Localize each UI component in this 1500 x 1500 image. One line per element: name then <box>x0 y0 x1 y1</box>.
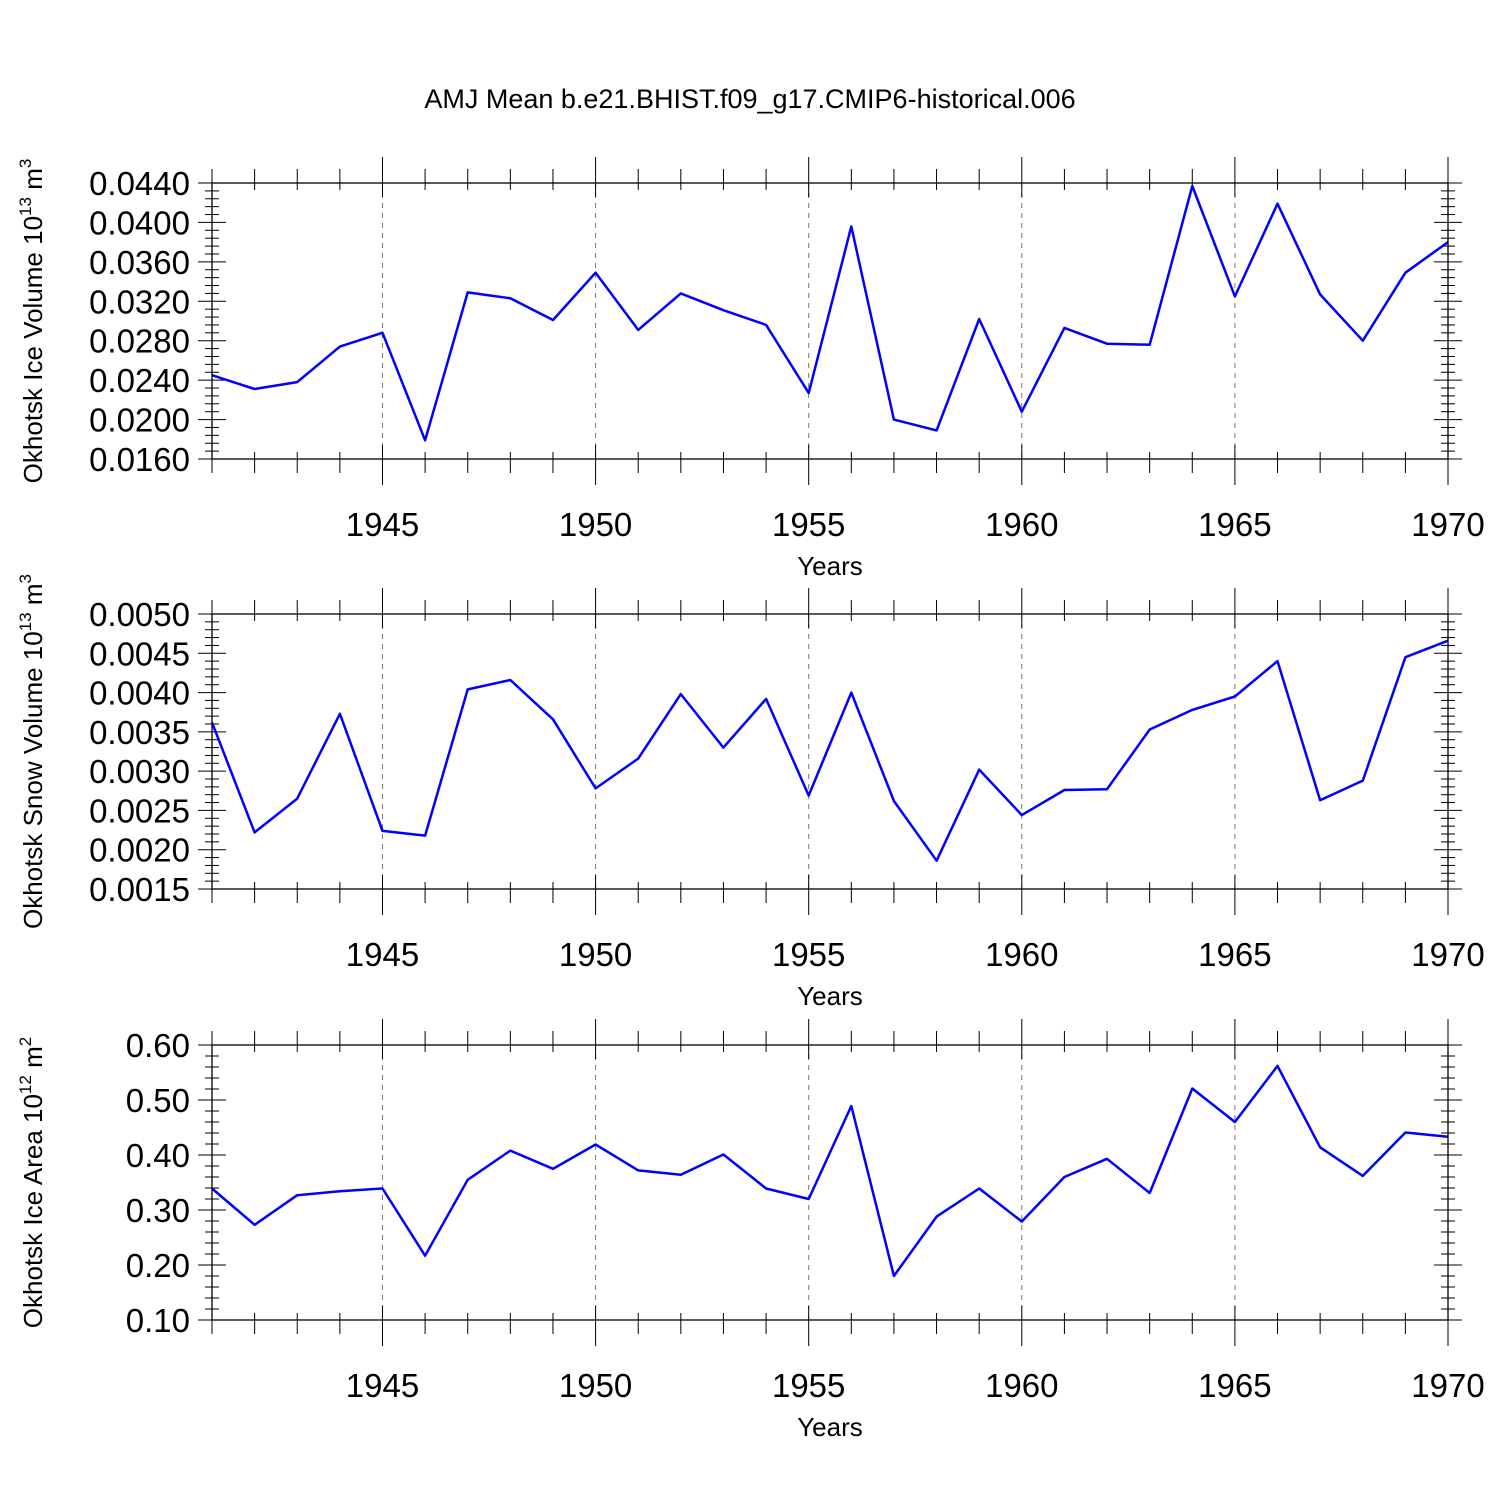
y-tick-label: 0.0040 <box>89 675 190 712</box>
panel-3: 0.10 0.20 0.30 0.40 0.50 0.60 1945 1950 1955 1960… <box>16 1019 1485 1442</box>
x-tick-label: 1970 <box>1411 1367 1484 1404</box>
series-line <box>210 639 1449 862</box>
y-axis-title-exponent: 13 <box>16 197 35 216</box>
y-axis-title-exponent: 12 <box>16 1075 35 1094</box>
y-axis-title-unit-exponent: 3 <box>16 574 35 583</box>
x-tick-label: 1960 <box>985 936 1058 973</box>
figure-title: AMJ Mean b.e21.BHIST.f09_g17.CMIP6-histo… <box>424 84 1075 114</box>
x-axis-title: Years <box>797 1412 863 1442</box>
y-tick-label: 0.0020 <box>89 832 190 869</box>
y-axis-title: Okhotsk Snow Volume 1013 m3 <box>16 574 48 929</box>
panel-1: 0.01600.02000.02400.02800.03200.03600.04… <box>16 157 1485 581</box>
x-tick-label: 1970 <box>1411 936 1484 973</box>
x-tick-label: 1950 <box>559 1367 632 1404</box>
y-axis-title-unit: m <box>18 1046 48 1075</box>
y-tick-label: 0.20 <box>126 1247 190 1284</box>
x-tick-label: 1955 <box>772 506 845 543</box>
y-tick-label: 0.0320 <box>89 283 190 320</box>
y-axis-title: Okhotsk Ice Volume 1013 m3 <box>16 159 48 484</box>
x-tick-label: 1945 <box>346 506 419 543</box>
x-tick-label: 1965 <box>1198 506 1271 543</box>
series-line <box>211 1064 1449 1278</box>
y-tick-label: 0.0045 <box>89 635 190 672</box>
plot-frame <box>211 613 1449 890</box>
x-tick-label: 1950 <box>559 936 632 973</box>
y-tick-label: 0.0025 <box>89 792 190 829</box>
y-axis-title-unit-exponent: 3 <box>16 159 35 168</box>
y-axis-title-unit-exponent: 2 <box>16 1037 35 1046</box>
x-tick-label: 1965 <box>1198 936 1271 973</box>
y-tick-label: 0.0015 <box>89 871 190 908</box>
y-tick-label: 0.0160 <box>89 441 190 478</box>
x-tick-label: 1950 <box>559 506 632 543</box>
y-tick-label: 0.0050 <box>89 596 190 633</box>
y-axis-title-unit: m <box>18 583 48 612</box>
x-tick-label: 1955 <box>772 936 845 973</box>
x-tick-label: 1960 <box>985 1367 1058 1404</box>
y-axis-title-unit: m <box>18 168 48 197</box>
y-tick-label: 0.0280 <box>89 323 190 360</box>
y-axis-title-text: Okhotsk Ice Volume 10 <box>18 216 48 483</box>
series-line <box>211 184 1449 442</box>
y-tick-label: 0.0360 <box>89 244 190 281</box>
plot-frame <box>211 182 1449 460</box>
x-tick-label: 1965 <box>1198 1367 1271 1404</box>
y-tick-label: 0.30 <box>126 1192 190 1229</box>
y-axis-title-text: Okhotsk Snow Volume 10 <box>18 631 48 929</box>
y-tick-label: 0.0240 <box>89 362 190 399</box>
y-tick-label: 0.40 <box>126 1137 190 1174</box>
x-tick-label: 1970 <box>1411 506 1484 543</box>
x-tick-label: 1955 <box>772 1367 845 1404</box>
y-axis-title-text: Okhotsk Ice Area 10 <box>18 1094 48 1328</box>
x-axis-title: Years <box>797 981 863 1011</box>
x-tick-label: 1945 <box>346 936 419 973</box>
y-axis-title-exponent: 13 <box>16 612 35 631</box>
plot-frame <box>211 1044 1449 1321</box>
y-tick-label: 0.0035 <box>89 714 190 751</box>
y-tick-label: 0.0400 <box>89 204 190 241</box>
y-tick-label: 0.0030 <box>89 753 190 790</box>
x-tick-label: 1945 <box>346 1367 419 1404</box>
x-tick-label: 1960 <box>985 506 1058 543</box>
x-axis-title: Years <box>797 551 863 581</box>
y-tick-label: 0.0440 <box>89 165 190 202</box>
panel-2: 0.00150.00200.00250.00300.00350.00400.00… <box>16 574 1485 1011</box>
y-tick-label: 0.50 <box>126 1082 190 1119</box>
y-axis-title: Okhotsk Ice Area 1012 m2 <box>16 1037 48 1328</box>
y-tick-label: 0.10 <box>126 1302 190 1339</box>
y-tick-label: 0.60 <box>126 1027 190 1064</box>
y-tick-label: 0.0200 <box>89 402 190 439</box>
